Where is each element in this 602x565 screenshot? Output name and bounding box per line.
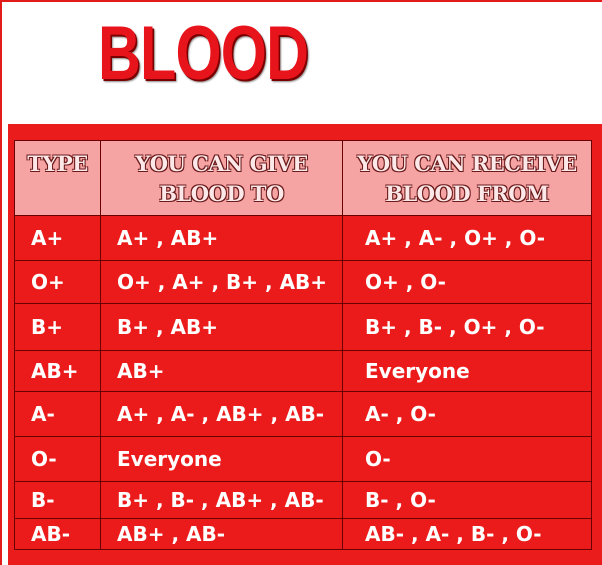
cell-type: B+: [14, 303, 101, 351]
header-receive: YOU CAN RECEIVE BLOOD FROM: [342, 140, 592, 216]
cell-receive: AB- , A- , B- , O-: [342, 518, 592, 550]
cell-type: B-: [14, 481, 101, 519]
cell-type: AB-: [14, 518, 101, 550]
cell-receive: B+ , B- , O+ , O-: [342, 303, 592, 351]
page-title: BLOOD TYPES: [0, 4, 602, 196]
header-give: YOU CAN GIVE BLOOD TO: [100, 140, 343, 216]
table-row: AB- AB+ , AB- AB- , A- , B- , O-: [14, 518, 592, 550]
table-row: B+ B+ , AB+ B+ , B- , O+ , O-: [14, 303, 592, 351]
cell-give: AB+ , AB-: [100, 518, 343, 550]
cell-give: A+ , AB+: [100, 215, 343, 261]
cell-receive: B- , O-: [342, 481, 592, 519]
cell-give: Everyone: [100, 436, 343, 482]
cell-give: B+ , B- , AB+ , AB-: [100, 481, 343, 519]
cell-receive: O+ , O-: [342, 260, 592, 304]
header-type: TYPE: [14, 140, 101, 216]
cell-receive: A+ , A- , O+ , O-: [342, 215, 592, 261]
table-row: O- Everyone O-: [14, 436, 592, 482]
cell-receive: O-: [342, 436, 592, 482]
cell-receive: Everyone: [342, 350, 592, 392]
cell-receive: A- , O-: [342, 391, 592, 437]
table-row: A- A+ , A- , AB+ , AB- A- , O-: [14, 391, 592, 437]
table-row: AB+ AB+ Everyone: [14, 350, 592, 392]
cell-type: O+: [14, 260, 101, 304]
blood-types-table: TYPE YOU CAN GIVE BLOOD TO YOU CAN RECEI…: [14, 140, 592, 550]
cell-give: O+ , A+ , B+ , AB+: [100, 260, 343, 304]
cell-give: A+ , A- , AB+ , AB-: [100, 391, 343, 437]
cell-type: A-: [14, 391, 101, 437]
table-row: A+ A+ , AB+ A+ , A- , O+ , O-: [14, 215, 592, 261]
table-header-row: TYPE YOU CAN GIVE BLOOD TO YOU CAN RECEI…: [14, 140, 592, 216]
table-row: B- B+ , B- , AB+ , AB- B- , O-: [14, 481, 592, 519]
cell-type: A+: [14, 215, 101, 261]
cell-type: O-: [14, 436, 101, 482]
cell-give: AB+: [100, 350, 343, 392]
cell-give: B+ , AB+: [100, 303, 343, 351]
table-row: O+ O+ , A+ , B+ , AB+ O+ , O-: [14, 260, 592, 304]
cell-type: AB+: [14, 350, 101, 392]
